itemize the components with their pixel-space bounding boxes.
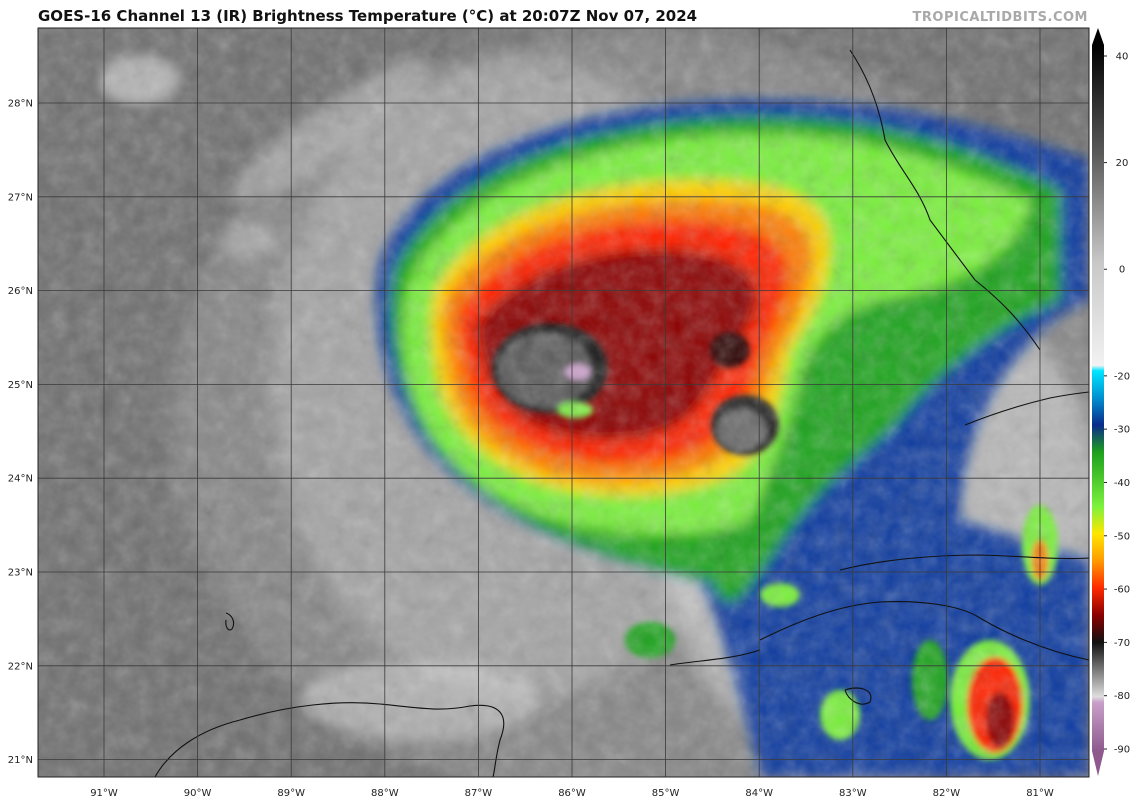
- longitude-label: 85°W: [652, 788, 680, 799]
- yucatan-coastline: [154, 702, 505, 777]
- colorbar-top-arrow: [1092, 28, 1104, 45]
- longitude-label: 81°W: [1026, 788, 1054, 799]
- cuba-western-tip: [669, 649, 761, 666]
- colorbar-tick-label: -50: [1114, 531, 1130, 542]
- isla-juventud: [844, 687, 872, 705]
- colorbar-tick-label: -30: [1114, 425, 1130, 436]
- longitude-label: 84°W: [745, 788, 773, 799]
- colorbar-tick-label: -20: [1114, 371, 1130, 382]
- cuba-north-coast: [839, 554, 1089, 571]
- colorbar-tick-label: -90: [1114, 745, 1130, 756]
- imagery-layer: [38, 28, 1089, 777]
- colorbar-bottom-arrow: [1092, 751, 1104, 776]
- latitude-label: 23°N: [8, 568, 33, 579]
- colorbar-tick-label: -80: [1114, 691, 1130, 702]
- latitude-labels: 28°N 27°N 26°N 25°N 24°N 23°N 22°N 21°N: [8, 99, 33, 767]
- longitude-label: 90°W: [184, 788, 212, 799]
- longitude-label: 82°W: [933, 788, 961, 799]
- temperature-colorbar: 40 20 0 -20 -30 -40 -50 -60 -70 -80 -90: [1092, 28, 1130, 776]
- colorbar-tick-label: 0: [1119, 265, 1125, 276]
- colorbar-tick-label: -60: [1114, 585, 1130, 596]
- longitude-label: 87°W: [465, 788, 493, 799]
- latitude-label: 28°N: [8, 99, 33, 110]
- source-credit: TROPICALTIDBITS.COM: [912, 10, 1088, 25]
- coastlines: [154, 49, 1089, 777]
- latitude-label: 21°N: [8, 755, 33, 766]
- latitude-label: 25°N: [8, 380, 33, 391]
- latitude-label: 27°N: [8, 192, 33, 203]
- latitude-label: 26°N: [8, 286, 33, 297]
- longitude-label: 86°W: [558, 788, 586, 799]
- longitude-label: 83°W: [839, 788, 867, 799]
- colorbar-tick-label: -70: [1114, 638, 1130, 649]
- cuba-south-coast: [759, 601, 1089, 661]
- texture: [38, 28, 1089, 777]
- latitude-label: 24°N: [8, 474, 33, 485]
- colorbar-tick-label: -40: [1114, 478, 1130, 489]
- colorbar-tick-label: 20: [1116, 158, 1129, 169]
- arrecife-island: [225, 612, 235, 631]
- longitude-label: 89°W: [277, 788, 305, 799]
- longitude-labels: 91°W 90°W 89°W 88°W 87°W 86°W 85°W 84°W 83°W 82°W…: [90, 788, 1054, 799]
- florida-coastline: [849, 49, 1041, 351]
- lat-lon-grid: [38, 28, 1089, 777]
- latitude-label: 22°N: [8, 661, 33, 672]
- longitude-label: 91°W: [90, 788, 118, 799]
- florida-keys: [964, 391, 1089, 426]
- map-frame: [37, 27, 1090, 778]
- colorbar-gradient: [1092, 45, 1104, 751]
- colorbar-tick-label: 40: [1116, 52, 1129, 63]
- longitude-label: 88°W: [371, 788, 399, 799]
- map-title: GOES-16 Channel 13 (IR) Brightness Tempe…: [38, 7, 698, 25]
